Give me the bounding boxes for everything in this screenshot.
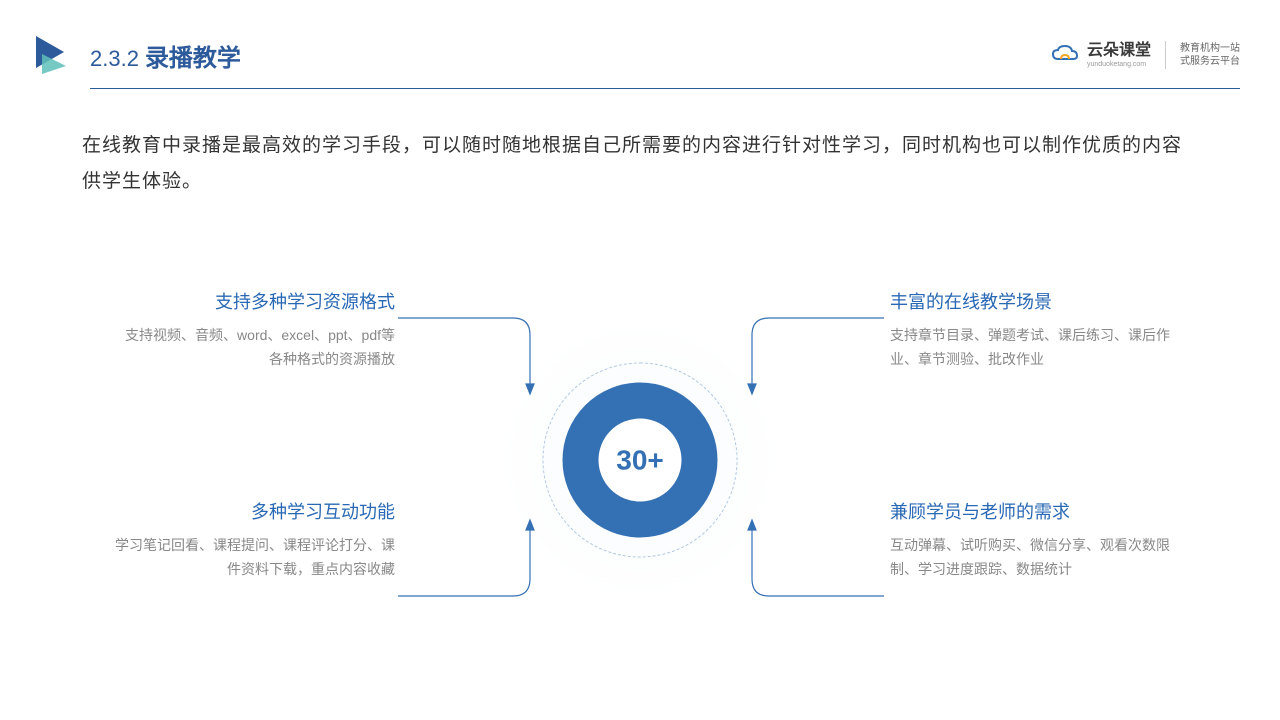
feature-title: 丰富的在线教学场景 [890, 288, 1170, 314]
feature-desc: 支持章节目录、弹题考试、课后练习、课后作业、章节测验、批改作业 [890, 324, 1170, 372]
header-left: 2.3.2 录播教学 [36, 36, 241, 74]
feature-title: 多种学习互动功能 [115, 498, 395, 524]
connector-top-right [724, 310, 884, 400]
section-title: 录播教学 [145, 38, 241, 73]
connector-top-left [398, 310, 558, 400]
feature-top-left: 支持多种学习资源格式 支持视频、音频、word、excel、ppt、pdf等各种… [115, 288, 395, 372]
logo-main: 云朵课堂 [1087, 43, 1151, 59]
logo-tagline: 教育机构一站 式服务云平台 [1180, 42, 1240, 68]
feature-desc: 互动弹幕、试听购买、微信分享、观看次数限制、学习进度跟踪、数据统计 [890, 534, 1170, 582]
tagline-line-2: 式服务云平台 [1180, 55, 1240, 68]
section-number: 2.3.2 [90, 46, 139, 72]
feature-desc: 学习笔记回看、课程提问、课程评论打分、课件资料下载，重点内容收藏 [115, 534, 395, 582]
feature-bottom-left: 多种学习互动功能 学习笔记回看、课程提问、课程评论打分、课件资料下载，重点内容收… [115, 498, 395, 582]
feature-title: 支持多种学习资源格式 [115, 288, 395, 314]
logo-block: 云朵课堂 yunduoketang.com 教育机构一站 式服务云平台 [1051, 41, 1240, 69]
main-ring: 30+ [563, 383, 718, 538]
play-icon [36, 36, 70, 74]
feature-diagram: 30+ 支持多种学习资源格式 支持视频、音频、word、excel、ppt、pd… [0, 270, 1280, 650]
title-underline [90, 88, 1240, 89]
cloud-icon [1051, 45, 1079, 65]
slide-header: 2.3.2 录播教学 云朵课堂 yunduoketang.com 教育机构一站 … [36, 36, 1240, 74]
logo-divider [1165, 41, 1166, 69]
intro-paragraph: 在线教育中录播是最高效的学习手段，可以随时随地根据自己所需要的内容进行针对性学习… [82, 128, 1198, 200]
title-block: 2.3.2 录播教学 [90, 38, 241, 73]
center-value: 30+ [616, 444, 664, 476]
logo-text: 云朵课堂 yunduoketang.com [1087, 43, 1151, 68]
connector-bottom-right [724, 514, 884, 604]
tagline-line-1: 教育机构一站 [1180, 42, 1240, 55]
feature-title: 兼顾学员与老师的需求 [890, 498, 1170, 524]
feature-top-right: 丰富的在线教学场景 支持章节目录、弹题考试、课后练习、课后作业、章节测验、批改作… [890, 288, 1170, 372]
logo-sub: yunduoketang.com [1087, 61, 1151, 68]
connector-bottom-left [398, 514, 558, 604]
feature-desc: 支持视频、音频、word、excel、ppt、pdf等各种格式的资源播放 [115, 324, 395, 372]
feature-bottom-right: 兼顾学员与老师的需求 互动弹幕、试听购买、微信分享、观看次数限制、学习进度跟踪、… [890, 498, 1170, 582]
